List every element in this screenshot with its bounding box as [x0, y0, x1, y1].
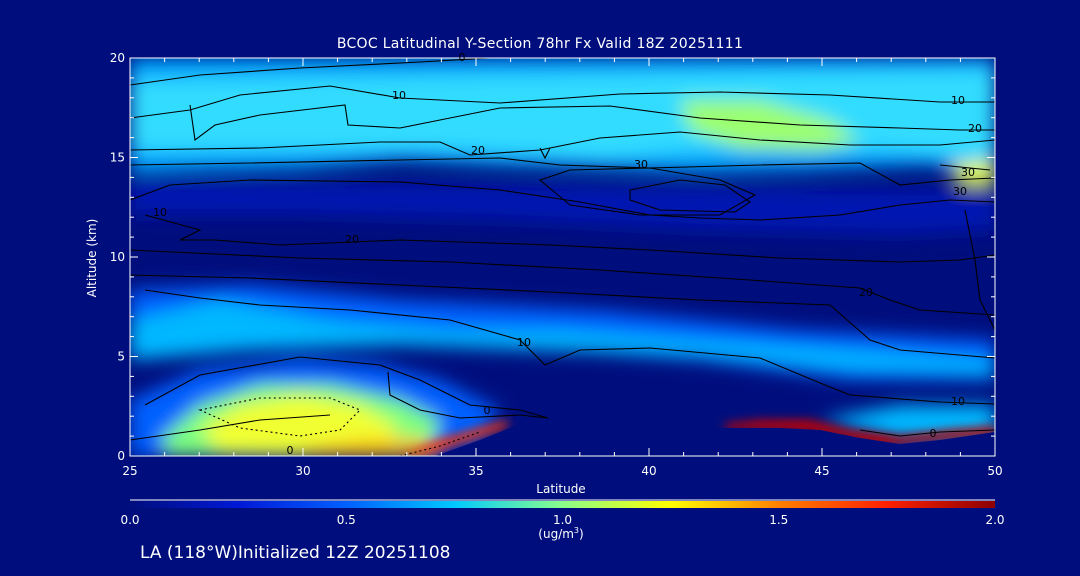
colorbar-unit-exp: 3	[573, 526, 580, 535]
x-tick-label: 50	[987, 464, 1002, 478]
contour-line	[144, 289, 995, 405]
colorbar-unit-prefix: (ug/m	[538, 527, 574, 541]
colorbar-tick-label: 2.0	[985, 513, 1004, 527]
mid-band-core	[130, 300, 995, 375]
contour-label: 10	[392, 89, 406, 102]
contour-line	[144, 356, 549, 419]
colorbar-labels: 0.0 0.5 1.0 1.5 2.0	[120, 513, 1004, 527]
surface-plume-core	[200, 395, 400, 456]
y-tick-label: 10	[110, 250, 125, 264]
tick-labels: 25 30 35 40 45 50 0 5 10 15 20	[110, 51, 1003, 478]
x-tick-label: 30	[295, 464, 310, 478]
x-tick-label: 25	[122, 464, 137, 478]
contour-line	[130, 179, 995, 221]
contour-label: 20	[968, 122, 982, 135]
contour-line	[964, 209, 995, 331]
axis-ticks	[129, 57, 996, 457]
y-tick-label: 20	[110, 51, 125, 65]
upper-layer-green	[680, 100, 860, 150]
terrain-mask	[435, 420, 995, 456]
contour-line	[144, 214, 995, 263]
surface-plume-orange	[300, 438, 440, 456]
contour-label: 20	[859, 286, 873, 299]
contour-label: 30	[634, 158, 648, 171]
contour-line	[130, 131, 995, 156]
concentration-field	[130, 58, 995, 456]
contour-line	[130, 85, 995, 119]
colorbar-tick-label: 0.5	[337, 513, 356, 527]
colorbar-tick-label: 1.5	[769, 513, 788, 527]
colorbar	[130, 501, 995, 508]
contour-line	[399, 431, 481, 456]
dark-upper-band	[130, 180, 995, 235]
x-axis-title: Latitude	[536, 482, 586, 496]
contour-label: 0	[930, 427, 937, 440]
contour-labels: 0 10 10 20 20 30 30 30 10 20 20 10 10 0 0 0	[153, 51, 982, 457]
contour-line	[629, 179, 751, 213]
x-tick-label: 35	[468, 464, 483, 478]
contour-label: 0	[287, 444, 294, 457]
x-tick-label: 45	[814, 464, 829, 478]
contour-label: 10	[951, 94, 965, 107]
y-tick-label: 5	[117, 350, 125, 364]
contour-label: 20	[471, 144, 485, 157]
surface-max-red	[725, 420, 995, 446]
contour-label: 30	[961, 166, 975, 179]
contour-label: 0	[459, 51, 466, 64]
contour-label: 10	[153, 206, 167, 219]
colorbar-tick-label: 0.0	[120, 513, 139, 527]
contour-label: 30	[953, 185, 967, 198]
contour-label: 10	[517, 336, 531, 349]
contour-line	[130, 274, 995, 359]
contour-line	[130, 58, 491, 86]
colorbar-tick-label: 1.0	[553, 513, 572, 527]
contour-line	[939, 164, 991, 171]
contour-line	[387, 371, 549, 419]
chart-title: BCOC Latitudinal Y-Section 78hr Fx Valid…	[336, 36, 744, 52]
contour-line	[130, 414, 331, 441]
contour-line	[130, 249, 995, 316]
colorbar-unit-suffix: )	[579, 527, 584, 541]
contour-label: 0	[484, 404, 491, 417]
x-tick-label: 40	[641, 464, 656, 478]
footer-label: LA (118°W)Initialized 12Z 20251108	[140, 543, 451, 563]
contour-label: 10	[951, 395, 965, 408]
contour-lines	[130, 58, 995, 456]
contour-line	[189, 104, 995, 141]
contour-line	[859, 429, 995, 437]
y-tick-label: 0	[117, 449, 125, 463]
y-tick-label: 15	[110, 151, 125, 165]
colorbar-unit: (ug/m3)	[538, 526, 583, 541]
contour-line	[538, 167, 757, 216]
surface-ridge-red	[400, 420, 510, 456]
contour-line	[539, 147, 551, 160]
contour-label: 20	[345, 233, 359, 246]
